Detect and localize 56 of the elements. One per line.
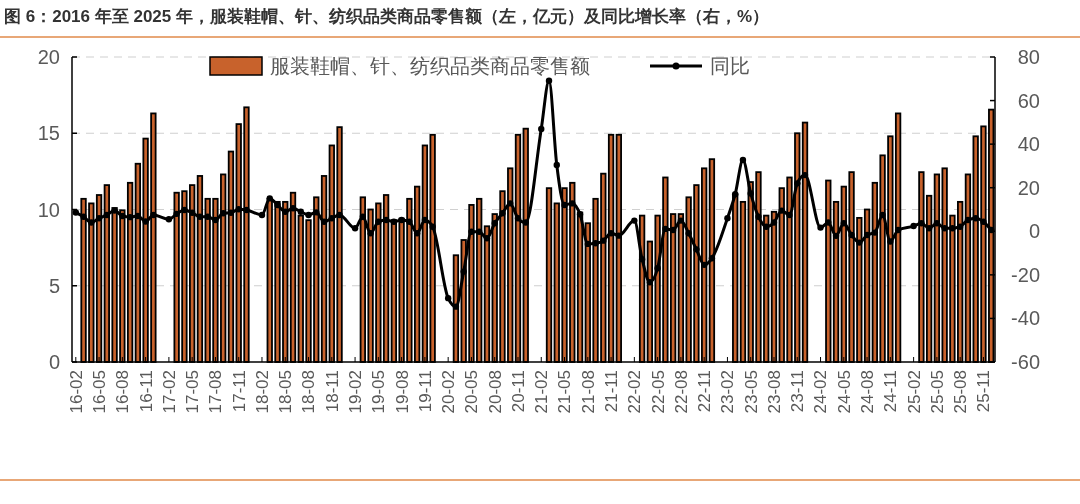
x-tick-label: 18-11 xyxy=(322,370,342,413)
x-tick-label: 18-02 xyxy=(252,370,272,414)
legend-label: 同比 xyxy=(710,55,750,77)
x-tick-label: 21-02 xyxy=(532,370,552,414)
y2-tick-label: 40 xyxy=(1017,133,1040,156)
x-tick-label: 22-05 xyxy=(648,370,668,414)
x-tick-label: 24-02 xyxy=(811,370,831,414)
y2-tick-label: -20 xyxy=(1011,263,1040,286)
x-tick-label: 16-08 xyxy=(113,370,133,414)
x-tick-label: 20-02 xyxy=(439,370,459,414)
x-tick-label: 20-11 xyxy=(508,370,528,413)
x-tick-label: 25-02 xyxy=(904,370,924,414)
x-tick-label: 16-02 xyxy=(66,370,86,414)
x-tick-label: 23-02 xyxy=(718,370,738,414)
x-tick-label: 18-05 xyxy=(276,370,296,414)
x-tick-label: 24-08 xyxy=(858,370,878,414)
x-tick-label: 25-08 xyxy=(951,370,971,414)
x-tick-label: 19-02 xyxy=(346,370,366,414)
y-tick-label: 5 xyxy=(48,274,60,297)
y2-tick-label: -60 xyxy=(1011,351,1040,373)
y2-tick-label: -40 xyxy=(1011,307,1040,330)
x-tick-label: 25-11 xyxy=(974,370,994,413)
x-tick-label: 22-02 xyxy=(625,370,645,414)
y-tick-label: 20 xyxy=(37,46,60,68)
x-tick-label: 23-08 xyxy=(764,370,784,414)
y-tick-label: 15 xyxy=(37,122,60,145)
x-tick-label: 21-05 xyxy=(555,370,575,414)
x-tick-label: 18-08 xyxy=(299,370,319,414)
x-tick-label: 17-05 xyxy=(183,370,203,414)
x-tick-label: 17-08 xyxy=(206,370,226,414)
x-tick-label: 24-05 xyxy=(834,370,854,414)
x-tick-label: 22-11 xyxy=(695,370,715,413)
x-tick-label: 23-11 xyxy=(788,370,808,413)
x-tick-label: 22-08 xyxy=(671,370,691,414)
x-tick-label: 19-05 xyxy=(369,370,389,414)
x-tick-label: 19-08 xyxy=(392,370,412,414)
x-tick-label: 16-11 xyxy=(136,370,156,413)
x-tick-label: 25-05 xyxy=(927,370,947,414)
x-tick-label: 17-02 xyxy=(159,370,179,414)
x-tick-label: 20-05 xyxy=(462,370,482,414)
x-tick-label: 19-11 xyxy=(415,370,435,413)
y-tick-label: 10 xyxy=(37,198,60,221)
y-tick-label: 0 xyxy=(48,351,60,373)
legend-label: 服装鞋帽、针、纺织品类商品零售额 xyxy=(270,55,590,77)
chart-title: 图 6：2016 年至 2025 年，服装鞋帽、针、纺织品类商品零售额（左，亿元）及同比增长率（右，%） xyxy=(4,7,770,26)
x-tick-label: 24-11 xyxy=(881,370,901,413)
x-tick-label: 21-08 xyxy=(578,370,598,414)
y2-tick-label: 80 xyxy=(1017,46,1040,68)
x-tick-label: 16-05 xyxy=(90,370,110,414)
y2-tick-label: 0 xyxy=(1028,220,1040,243)
x-tick-label: 23-05 xyxy=(741,370,761,414)
x-tick-label: 20-08 xyxy=(485,370,505,414)
y2-tick-label: 20 xyxy=(1017,176,1040,199)
x-tick-label: 17-11 xyxy=(229,370,249,413)
x-tick-label: 21-11 xyxy=(602,370,622,413)
y2-tick-label: 60 xyxy=(1017,89,1040,112)
